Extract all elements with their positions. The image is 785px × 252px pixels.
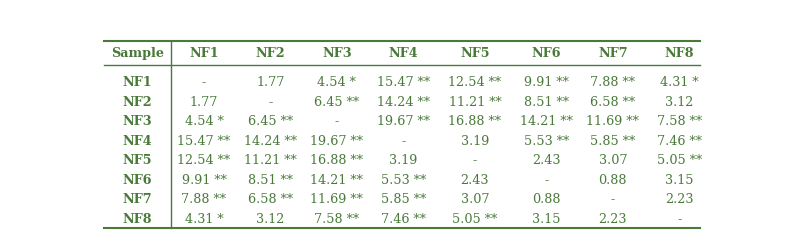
Text: 19.67 **: 19.67 ** [377, 115, 430, 128]
Text: NF8: NF8 [122, 212, 152, 225]
Text: 11.69 **: 11.69 ** [311, 193, 363, 206]
Text: 2.23: 2.23 [599, 212, 627, 225]
Text: NF7: NF7 [598, 47, 628, 60]
Text: 7.58 **: 7.58 ** [314, 212, 360, 225]
Text: 9.91 **: 9.91 ** [524, 76, 569, 89]
Text: 16.88 **: 16.88 ** [448, 115, 502, 128]
Text: 15.47 **: 15.47 ** [377, 76, 430, 89]
Text: NF2: NF2 [122, 96, 152, 109]
Text: 15.47 **: 15.47 ** [177, 134, 231, 147]
Text: 5.85 **: 5.85 ** [590, 134, 636, 147]
Text: 0.88: 0.88 [599, 173, 627, 186]
Text: 8.51 **: 8.51 ** [524, 96, 569, 109]
Text: 2.43: 2.43 [532, 154, 560, 167]
Text: -: - [677, 212, 681, 225]
Text: NF5: NF5 [122, 154, 152, 167]
Text: 11.21 **: 11.21 ** [448, 96, 502, 109]
Text: NF1: NF1 [189, 47, 219, 60]
Text: 7.46 **: 7.46 ** [657, 134, 702, 147]
Text: -: - [611, 193, 615, 206]
Text: 6.45 **: 6.45 ** [314, 96, 360, 109]
Text: 1.77: 1.77 [190, 96, 218, 109]
Text: 4.31 *: 4.31 * [184, 212, 223, 225]
Text: 14.24 **: 14.24 ** [377, 96, 430, 109]
Text: 5.53 **: 5.53 ** [381, 173, 426, 186]
Text: 6.58 **: 6.58 ** [590, 96, 635, 109]
Text: NF6: NF6 [531, 47, 561, 60]
Text: NF1: NF1 [122, 76, 152, 89]
Text: 5.05 **: 5.05 ** [452, 212, 498, 225]
Text: 5.05 **: 5.05 ** [657, 154, 702, 167]
Text: 4.54 *: 4.54 * [317, 76, 356, 89]
Text: Sample: Sample [111, 47, 164, 60]
Text: -: - [544, 173, 549, 186]
Text: 11.69 **: 11.69 ** [586, 115, 639, 128]
Text: -: - [202, 76, 206, 89]
Text: -: - [268, 96, 272, 109]
Text: 3.12: 3.12 [665, 96, 693, 109]
Text: 8.51 **: 8.51 ** [248, 173, 293, 186]
Text: 2.43: 2.43 [461, 173, 489, 186]
Text: NF5: NF5 [460, 47, 490, 60]
Text: 3.15: 3.15 [532, 212, 560, 225]
Text: 9.91 **: 9.91 ** [181, 173, 226, 186]
Text: 14.24 **: 14.24 ** [244, 134, 297, 147]
Text: 3.12: 3.12 [256, 212, 285, 225]
Text: 7.88 **: 7.88 ** [590, 76, 635, 89]
Text: 12.54 **: 12.54 ** [177, 154, 231, 167]
Text: 19.67 **: 19.67 ** [310, 134, 363, 147]
Text: NF2: NF2 [256, 47, 285, 60]
Text: NF6: NF6 [122, 173, 152, 186]
Text: NF8: NF8 [665, 47, 694, 60]
Text: 6.45 **: 6.45 ** [248, 115, 293, 128]
Text: 4.31 *: 4.31 * [660, 76, 699, 89]
Text: 7.58 **: 7.58 ** [657, 115, 702, 128]
Text: NF7: NF7 [122, 193, 152, 206]
Text: -: - [401, 134, 406, 147]
Text: 0.88: 0.88 [532, 193, 560, 206]
Text: 3.19: 3.19 [389, 154, 418, 167]
Text: 2.23: 2.23 [665, 193, 694, 206]
Text: 7.88 **: 7.88 ** [181, 193, 226, 206]
Text: 14.21 **: 14.21 ** [311, 173, 363, 186]
Text: 6.58 **: 6.58 ** [248, 193, 293, 206]
Text: -: - [334, 115, 339, 128]
Text: NF4: NF4 [389, 47, 418, 60]
Text: 3.19: 3.19 [461, 134, 489, 147]
Text: NF3: NF3 [122, 115, 152, 128]
Text: 7.46 **: 7.46 ** [381, 212, 426, 225]
Text: 3.07: 3.07 [461, 193, 489, 206]
Text: 14.21 **: 14.21 ** [520, 115, 573, 128]
Text: -: - [473, 154, 477, 167]
Text: 5.53 **: 5.53 ** [524, 134, 569, 147]
Text: 5.85 **: 5.85 ** [381, 193, 426, 206]
Text: 3.07: 3.07 [599, 154, 627, 167]
Text: 12.54 **: 12.54 ** [448, 76, 502, 89]
Text: 1.77: 1.77 [256, 76, 285, 89]
Text: 4.54 *: 4.54 * [184, 115, 224, 128]
Text: 11.21 **: 11.21 ** [244, 154, 297, 167]
Text: 16.88 **: 16.88 ** [310, 154, 363, 167]
Text: 3.15: 3.15 [665, 173, 694, 186]
Text: NF3: NF3 [322, 47, 352, 60]
Text: NF4: NF4 [122, 134, 152, 147]
